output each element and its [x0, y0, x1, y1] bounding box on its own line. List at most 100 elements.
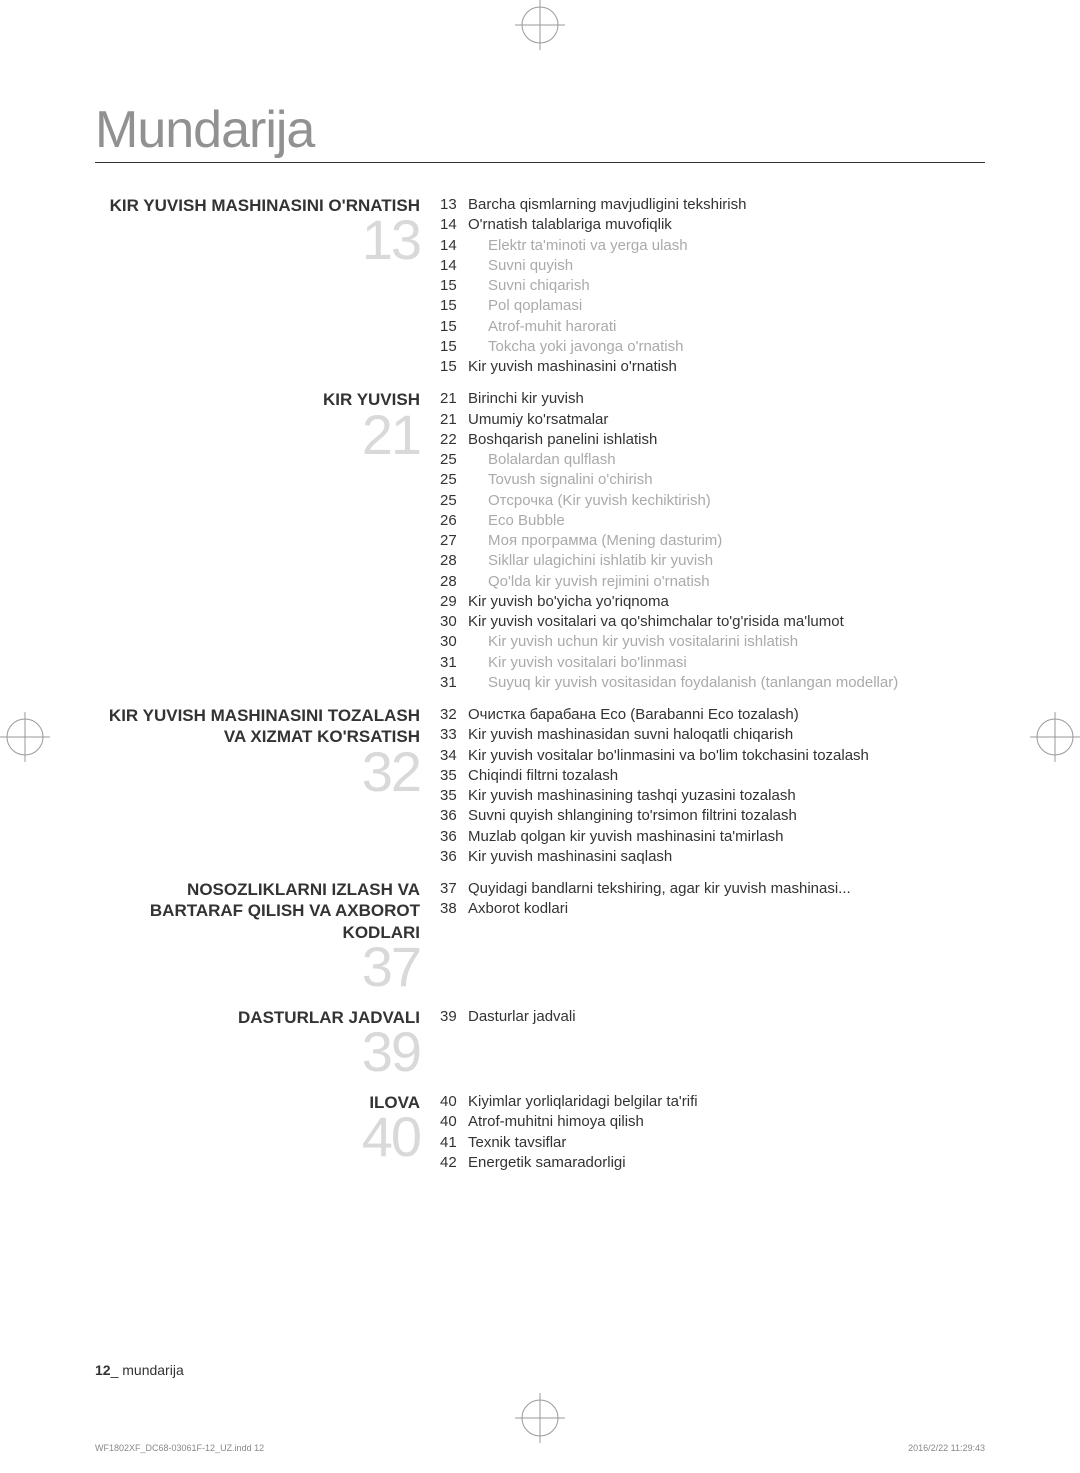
toc-page-number: 40 — [440, 1092, 468, 1112]
toc-row: 42Energetik samaradorligi — [440, 1153, 985, 1173]
toc-row: 25Отсрочка (Kir yuvish kechiktirish) — [440, 491, 985, 511]
toc-item-text: Bolalardan qulflash — [468, 450, 985, 470]
print-file: WF1802XF_DC68-03061F-12_UZ.indd 12 — [95, 1443, 264, 1453]
toc-item-text: Kir yuvish vositalari bo'linmasi — [468, 653, 985, 673]
section-left: ILOVA40 — [95, 1092, 440, 1173]
toc-page-number: 39 — [440, 1007, 468, 1027]
toc-row: 15Tokcha yoki javonga o'rnatish — [440, 337, 985, 357]
toc-row: 32Очистка барабана Eco (Barabanni Eco to… — [440, 705, 985, 725]
toc-item-text: Sikllar ulagichini ishlatib kir yuvish — [468, 551, 985, 571]
toc-page-number: 15 — [440, 296, 468, 316]
toc-row: 40Atrof-muhitni himoya qilish — [440, 1112, 985, 1132]
toc-item-text: Tokcha yoki javonga o'rnatish — [468, 337, 985, 357]
section-big-number: 13 — [95, 212, 420, 268]
toc-item-text: Birinchi kir yuvish — [468, 389, 985, 409]
crop-mark-top — [515, 0, 565, 50]
toc-page-number: 15 — [440, 357, 468, 377]
toc-page-number: 36 — [440, 827, 468, 847]
toc-item-text: Energetik samaradorligi — [468, 1153, 985, 1173]
toc-page-number: 36 — [440, 847, 468, 867]
toc-item-text: Quyidagi bandlarni tekshiring, agar kir … — [468, 879, 985, 899]
toc-item-text: Kir yuvish vositalar bo'linmasini va bo'… — [468, 746, 985, 766]
toc-row: 15Pol qoplamasi — [440, 296, 985, 316]
toc-page-number: 31 — [440, 673, 468, 693]
toc-row: 33Kir yuvish mashinasidan suvni haloqatl… — [440, 725, 985, 745]
toc-item-text: Qo'lda kir yuvish rejimini o'rnatish — [468, 572, 985, 592]
toc-section: KIR YUVISH MASHINASINI O'RNATISH1313 Barc… — [95, 195, 985, 377]
page-number: 12 — [95, 1362, 111, 1378]
toc-row: 21Umumiy ko'rsatmalar — [440, 410, 985, 430]
toc-item-text: Atrof-muhitni himoya qilish — [468, 1112, 985, 1132]
toc-item-text: Eco Bubble — [468, 511, 985, 531]
toc-section: DASTURLAR JADVALI3939Dasturlar jadvali — [95, 1007, 985, 1080]
toc-item-text: Atrof-muhit harorati — [468, 317, 985, 337]
section-big-number: 21 — [95, 407, 420, 463]
section-right: 40Kiyimlar yorliqlaridagi belgilar ta'ri… — [440, 1092, 985, 1173]
section-left: KIR YUVISH MASHINASINI O'RNATISH13 — [95, 195, 440, 377]
toc-row: 15Suvni chiqarish — [440, 276, 985, 296]
toc-row: 22Boshqarish panelini ishlatish — [440, 430, 985, 450]
toc-item-text: Elektr ta'minoti va yerga ulash — [468, 236, 985, 256]
toc-item-text: Dasturlar jadvali — [468, 1007, 985, 1027]
toc-row: 21Birinchi kir yuvish — [440, 389, 985, 409]
toc-item-text: Barcha qismlarning mavjudligini tekshiri… — [468, 195, 985, 215]
toc-item-text: Chiqindi filtrni tozalash — [468, 766, 985, 786]
toc-item-text: Очистка барабана Eco (Barabanni Eco toza… — [468, 705, 985, 725]
toc-item-text: Отсрочка (Kir yuvish kechiktirish) — [468, 491, 985, 511]
toc-section: NOSOZLIKLARNI IZLASH VA BARTARAF QILISH … — [95, 879, 985, 995]
toc-page-number: 22 — [440, 430, 468, 450]
toc-row: 36Kir yuvish mashinasini saqlash — [440, 847, 985, 867]
toc-item-text: Axborot kodlari — [468, 899, 985, 919]
toc-item-text: Tovush signalini o'chirish — [468, 470, 985, 490]
toc-item-text: Kir yuvish mashinasining tashqi yuzasini… — [468, 786, 985, 806]
toc-page-number: 38 — [440, 899, 468, 919]
toc-row: 35Chiqindi filtrni tozalash — [440, 766, 985, 786]
section-heading: KIR YUVISH — [95, 389, 420, 410]
toc-page-number: 31 — [440, 653, 468, 673]
toc-row: 36Suvni quyish shlangining to'rsimon fil… — [440, 806, 985, 826]
toc-page-number: 14 — [440, 215, 468, 235]
toc-page-number: 25 — [440, 491, 468, 511]
toc-item-text: Kir yuvish mashinasidan suvni haloqatli … — [468, 725, 985, 745]
toc-page-number: 28 — [440, 572, 468, 592]
toc-row: 35Kir yuvish mashinasining tashqi yuzasi… — [440, 786, 985, 806]
toc-item-text: Boshqarish panelini ishlatish — [468, 430, 985, 450]
section-right: 21Birinchi kir yuvish21Umumiy ko'rsatmal… — [440, 389, 985, 693]
toc-item-text: Suvni chiqarish — [468, 276, 985, 296]
section-big-number: 40 — [95, 1109, 420, 1165]
toc-page-number: 14 — [440, 256, 468, 276]
toc-item-text: Kir yuvish mashinasini saqlash — [468, 847, 985, 867]
toc-row: 14O'rnatish talablariga muvofiqlik — [440, 215, 985, 235]
toc-row: 27Моя программа (Mening dasturim) — [440, 531, 985, 551]
toc-row: 30Kir yuvish vositalari va qo'shimchalar… — [440, 612, 985, 632]
toc-item-text: Suvni quyish shlangining to'rsimon filtr… — [468, 806, 985, 826]
toc-item-text: Suyuq kir yuvish vositasidan foydalanish… — [468, 673, 985, 693]
toc-item-text: Kir yuvish bo'yicha yo'riqnoma — [468, 592, 985, 612]
section-left: KIR YUVISH21 — [95, 389, 440, 693]
toc-page-number: 30 — [440, 612, 468, 632]
toc-page-number: 41 — [440, 1133, 468, 1153]
toc-row: 38Axborot kodlari — [440, 899, 985, 919]
toc-page-number: 35 — [440, 766, 468, 786]
section-left: KIR YUVISH MASHINASINI TOZALASH VA XIZMA… — [95, 705, 440, 867]
crop-mark-bottom — [515, 1393, 565, 1443]
section-big-number: 37 — [95, 939, 420, 995]
toc-row: 15Atrof-muhit harorati — [440, 317, 985, 337]
toc-item-text: Texnik tavsiflar — [468, 1133, 985, 1153]
section-heading: KIR YUVISH MASHINASINI TOZALASH VA XIZMA… — [95, 705, 420, 748]
toc-item-text: O'rnatish talablariga muvofiqlik — [468, 215, 985, 235]
toc-item-text: Muzlab qolgan kir yuvish mashinasini ta'… — [468, 827, 985, 847]
toc-page-number: 40 — [440, 1112, 468, 1132]
section-left: NOSOZLIKLARNI IZLASH VA BARTARAF QILISH … — [95, 879, 440, 995]
toc-page-number: 33 — [440, 725, 468, 745]
section-heading: DASTURLAR JADVALI — [95, 1007, 420, 1028]
toc-container: KIR YUVISH MASHINASINI O'RNATISH1313 Barc… — [95, 195, 985, 1185]
section-heading: ILOVA — [95, 1092, 420, 1113]
toc-item-text: Kir yuvish vositalari va qo'shimchalar t… — [468, 612, 985, 632]
toc-page-number: 15 — [440, 317, 468, 337]
toc-page-number: 28 — [440, 551, 468, 571]
toc-page-number: 25 — [440, 470, 468, 490]
section-right: 37Quyidagi bandlarni tekshiring, agar ki… — [440, 879, 985, 995]
footer-label: _ mundarija — [111, 1362, 184, 1378]
toc-page-number: 34 — [440, 746, 468, 766]
